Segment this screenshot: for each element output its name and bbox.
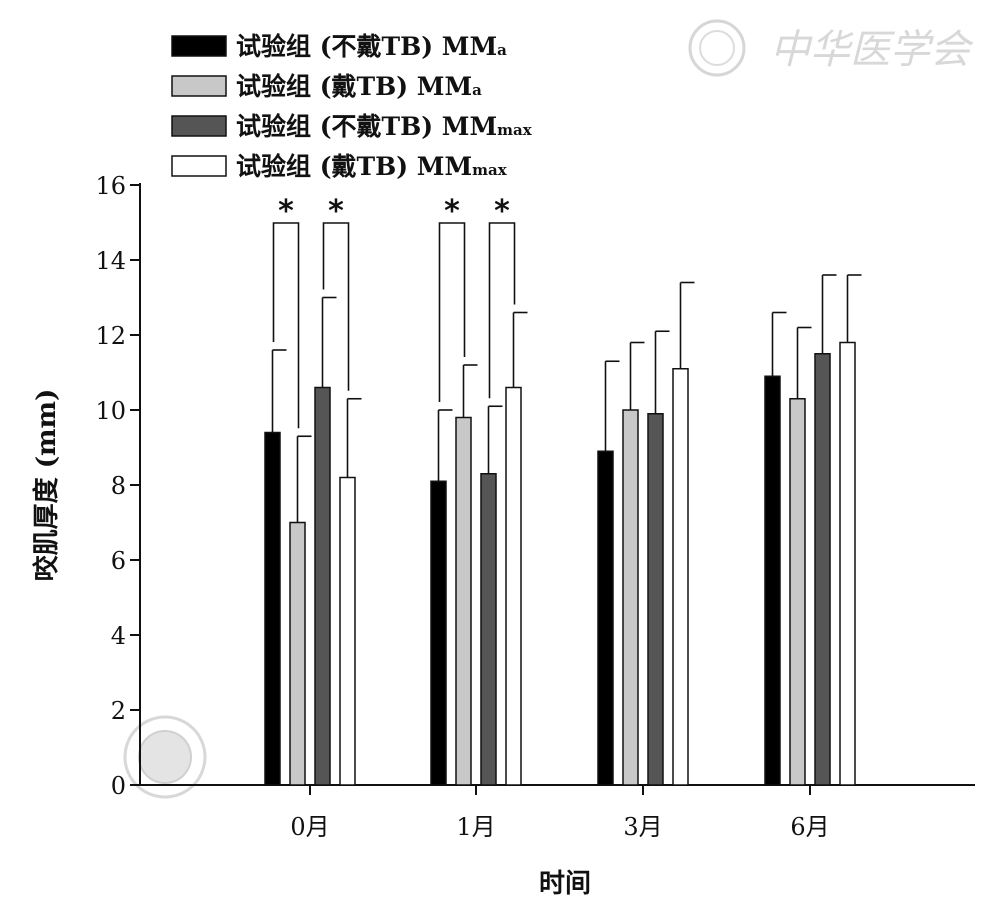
- bars: [264, 274, 862, 786]
- bar: [814, 353, 831, 786]
- legend-swatch: [171, 35, 227, 57]
- legend-swatch: [171, 115, 227, 137]
- bar: [480, 473, 497, 786]
- bar: [789, 398, 806, 786]
- bar: [430, 480, 447, 786]
- legend-swatch: [171, 155, 227, 177]
- bar: [455, 416, 472, 786]
- legend-entry: 试验组 (戴TB) MMa: [236, 72, 482, 101]
- legend-entry: 试验组 (戴TB) MMmax: [236, 152, 508, 181]
- bar: [672, 368, 689, 786]
- significance-markers: * * * *: [272, 194, 516, 429]
- y-tick-label: 12: [95, 322, 126, 350]
- significance-star: *: [494, 194, 510, 229]
- significance-bracket: [272, 222, 300, 429]
- legend-entry-name: 试验组 (戴TB) MM: [236, 152, 472, 181]
- legend-entry-subscript: a: [497, 41, 507, 59]
- bar: [597, 450, 614, 786]
- significance-star: *: [278, 194, 294, 229]
- watermark-text: 中华医学会: [770, 27, 974, 73]
- y-tick-label: 10: [95, 397, 126, 425]
- significance-star: *: [328, 194, 344, 229]
- y-tick-label: 4: [111, 622, 126, 650]
- legend-entry: 试验组 (不戴TB) MMa: [236, 32, 507, 61]
- significance-bracket: [438, 222, 466, 402]
- y-tick-label: 2: [111, 697, 126, 725]
- x-tick-label: 3月: [623, 813, 662, 841]
- legend-entry-name: 试验组 (戴TB) MM: [236, 72, 472, 101]
- y-tick-label: 8: [111, 472, 126, 500]
- bar: [339, 476, 356, 786]
- bar: [764, 375, 781, 786]
- legend-entry-subscript: max: [497, 121, 533, 139]
- legend-entry: 试验组 (不戴TB) MMmax: [236, 112, 533, 141]
- watermark-emblem-icon: [123, 715, 207, 799]
- x-axis-label: 时间: [539, 869, 591, 899]
- x-tick-label: 1月: [456, 813, 495, 841]
- watermark-seal-icon: [688, 19, 746, 77]
- bar: [505, 386, 522, 786]
- x-tick-label: 6月: [790, 813, 829, 841]
- x-tick-label: 0月: [290, 813, 329, 841]
- legend-entry-name: 试验组 (不戴TB) MM: [236, 32, 497, 61]
- bar: [314, 386, 331, 786]
- bar: [264, 431, 281, 786]
- bar: [839, 341, 856, 786]
- y-tick-label: 6: [111, 547, 126, 575]
- y-tick-label: 0: [111, 772, 126, 800]
- bar: [622, 409, 639, 786]
- legend-entry-subscript: a: [472, 81, 482, 99]
- watermark: 中华医学会: [123, 19, 974, 799]
- legend-entry-name: 试验组 (不戴TB) MM: [236, 112, 497, 141]
- significance-bracket: [488, 222, 516, 399]
- legend-entry-subscript: max: [472, 161, 508, 179]
- y-axis-label: 咬肌厚度 (mm): [31, 389, 62, 582]
- legend-swatch: [171, 75, 227, 97]
- y-tick-label: 16: [95, 172, 126, 200]
- significance-bracket: [322, 222, 350, 391]
- bar: [289, 521, 306, 786]
- significance-star: *: [444, 194, 460, 229]
- y-tick-label: 14: [95, 247, 126, 275]
- bar: [647, 413, 664, 786]
